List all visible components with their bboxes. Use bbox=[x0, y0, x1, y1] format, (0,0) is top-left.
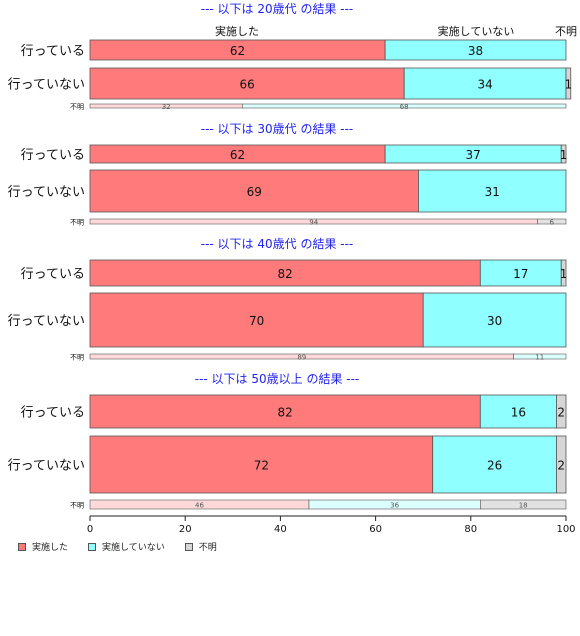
data-label: 62 bbox=[230, 44, 245, 58]
row-label: 行っていない bbox=[8, 185, 85, 200]
data-label: 34 bbox=[477, 78, 492, 92]
panel-title: --- 以下は 30歳代 の結果 --- bbox=[201, 122, 354, 136]
data-label: 69 bbox=[247, 185, 262, 199]
data-label: 1 bbox=[565, 78, 573, 92]
bar-segment-unknown bbox=[556, 435, 567, 494]
data-label: 2 bbox=[557, 459, 565, 473]
bar-segment-not-done bbox=[479, 394, 557, 429]
row-label: 行っていない bbox=[8, 459, 85, 474]
bar-segment-unknown bbox=[560, 259, 567, 287]
x-tick-label: 60 bbox=[369, 524, 382, 535]
x-tick-label: 100 bbox=[556, 524, 575, 535]
data-label: 70 bbox=[249, 314, 264, 328]
x-tick-label: 80 bbox=[464, 524, 477, 535]
data-label: 1 bbox=[560, 148, 568, 162]
panel-title: --- 以下は 40歳代 の結果 --- bbox=[201, 237, 354, 251]
row-label: 行っている bbox=[21, 148, 85, 163]
data-label: 89 bbox=[297, 354, 306, 362]
data-label: 31 bbox=[485, 185, 500, 199]
legend-swatch-done bbox=[18, 542, 26, 551]
row-label: 行っている bbox=[21, 267, 85, 282]
bar-segment-unknown bbox=[556, 394, 567, 429]
data-label: 30 bbox=[487, 314, 502, 328]
header-label-not-done: 実施していない bbox=[438, 24, 515, 38]
data-label: 38 bbox=[468, 44, 483, 58]
header-label-unknown: 不明 bbox=[555, 25, 577, 38]
bar-segment-unknown bbox=[480, 499, 567, 510]
row-label: 行っていない bbox=[8, 78, 85, 93]
row-label: 行っている bbox=[21, 406, 85, 421]
bar-segment-done bbox=[89, 292, 424, 348]
panel-title: --- 以下は 50歳以上 の結果 --- bbox=[195, 372, 360, 386]
bar-segment-done bbox=[89, 435, 434, 494]
row-label: 不明 bbox=[70, 502, 84, 510]
legend-item-not-done: 実施していない bbox=[88, 540, 165, 553]
row-label: 行っている bbox=[21, 44, 85, 59]
bar-segment-not-done bbox=[432, 435, 557, 494]
data-label: 37 bbox=[466, 148, 481, 162]
header-label-done: 実施した bbox=[215, 24, 259, 38]
data-label: 26 bbox=[487, 459, 502, 473]
row-label: 不明 bbox=[70, 354, 84, 362]
data-label: 11 bbox=[535, 354, 544, 362]
bar-segment-not-done bbox=[418, 169, 567, 213]
bar-segment-not-done bbox=[242, 103, 567, 109]
bar-segment-not-done bbox=[384, 39, 567, 61]
legend-swatch-unknown bbox=[184, 542, 193, 551]
row-label: 不明 bbox=[70, 219, 84, 227]
data-label: 32 bbox=[162, 103, 171, 111]
legend-swatch-not-done bbox=[88, 542, 97, 551]
bar-segment-done bbox=[89, 259, 481, 287]
bar-segment-not-done bbox=[479, 259, 562, 287]
legend-label-not-done: 実施していない bbox=[102, 543, 165, 553]
legend-label-done: 実施した bbox=[32, 543, 69, 553]
legend-item-unknown: 不明 bbox=[184, 540, 217, 553]
legend-label-unknown: 不明 bbox=[198, 543, 217, 553]
bar-segment-unknown bbox=[560, 144, 567, 164]
row-label: 行っていない bbox=[8, 314, 85, 329]
data-label: 94 bbox=[309, 219, 318, 227]
legend: 実施した 実施していない 不明 bbox=[18, 540, 237, 553]
bar-segment-unknown bbox=[565, 67, 572, 100]
data-label: 6 bbox=[549, 219, 554, 227]
data-label: 36 bbox=[390, 502, 399, 510]
data-label: 62 bbox=[230, 148, 245, 162]
bar-segment-done bbox=[89, 169, 419, 213]
data-label: 82 bbox=[278, 406, 293, 420]
x-tick-label: 20 bbox=[179, 524, 192, 535]
x-tick-label: 40 bbox=[274, 524, 287, 535]
data-label: 68 bbox=[400, 103, 409, 111]
data-label: 66 bbox=[239, 78, 254, 92]
data-label: 2 bbox=[557, 406, 565, 420]
legend-item-done: 実施した bbox=[18, 540, 68, 553]
row-label: 不明 bbox=[70, 103, 84, 111]
bar-segment-not-done bbox=[422, 292, 567, 348]
data-label: 46 bbox=[195, 502, 204, 510]
data-label: 82 bbox=[278, 267, 293, 281]
x-tick-label: 0 bbox=[87, 524, 93, 535]
panel-title: --- 以下は 20歳代 の結果 --- bbox=[201, 2, 354, 16]
data-label: 72 bbox=[254, 459, 269, 473]
data-label: 18 bbox=[519, 502, 528, 510]
data-label: 16 bbox=[511, 406, 526, 420]
bar-segment-unknown bbox=[537, 218, 567, 225]
bar-segment-done bbox=[89, 394, 481, 429]
data-label: 1 bbox=[560, 267, 568, 281]
data-label: 17 bbox=[513, 267, 528, 281]
bar-segment-not-done bbox=[513, 353, 567, 360]
